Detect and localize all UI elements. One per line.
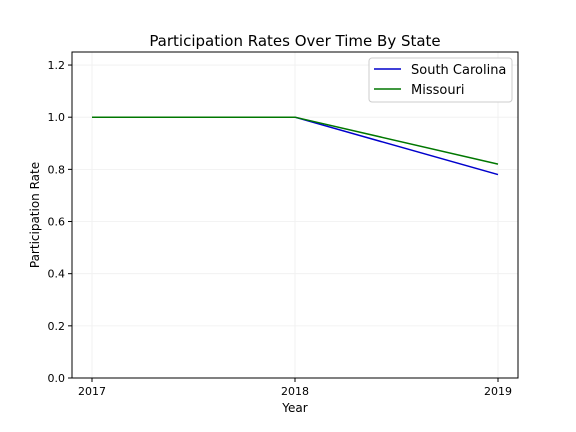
y-axis-ticks: 0.0 0.2 0.4 0.6 0.8 1.0 1.2 — [48, 59, 72, 385]
legend-label-missouri: Missouri — [411, 83, 465, 98]
y-tick-label: 1.0 — [48, 111, 66, 124]
legend-label-south-carolina: South Carolina — [411, 63, 506, 78]
y-tick-label: 0.6 — [48, 216, 66, 229]
legend: South Carolina Missouri — [368, 57, 513, 103]
y-tick-label: 0.8 — [48, 163, 66, 176]
y-tick-label: 0.2 — [48, 320, 66, 333]
y-tick-label: 0.0 — [48, 372, 66, 385]
legend-box — [368, 57, 513, 103]
chart-title: Participation Rates Over Time By State — [149, 32, 440, 50]
x-axis-label: Year — [281, 401, 307, 415]
series-lines — [92, 116, 499, 176]
x-tick-label: 2019 — [484, 385, 512, 398]
y-axis-label: Participation Rate — [28, 162, 42, 268]
y-tick-label: 0.4 — [48, 268, 66, 281]
x-tick-label: 2017 — [78, 385, 106, 398]
x-tick-label: 2018 — [281, 385, 309, 398]
y-tick-label: 1.2 — [48, 59, 66, 72]
series-line-missouri — [92, 116, 499, 165]
x-axis-ticks: 2017 2018 2019 — [78, 378, 512, 398]
